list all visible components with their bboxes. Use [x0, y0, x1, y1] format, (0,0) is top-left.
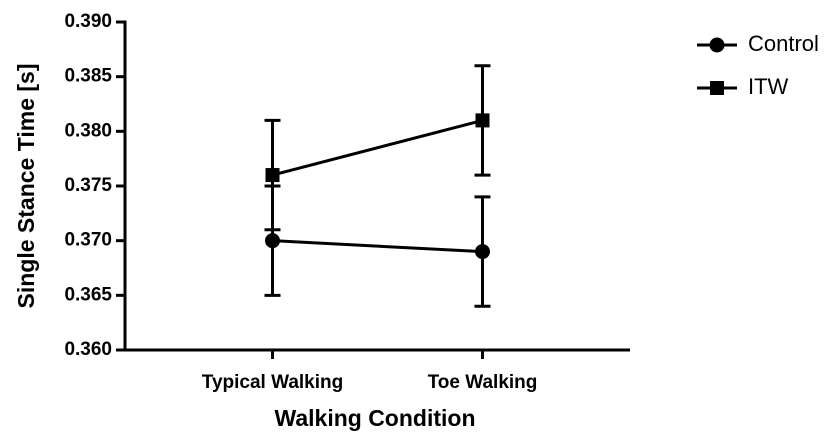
x-tick-label: Toe Walking — [428, 372, 538, 393]
y-tick-label: 0.375 — [64, 175, 112, 196]
y-tick-label: 0.370 — [64, 230, 112, 251]
y-axis-title: Single Stance Time [s] — [13, 64, 39, 309]
x-tick-label: Typical Walking — [202, 372, 343, 393]
y-tick-label: 0.365 — [64, 284, 112, 305]
y-tick-label: 0.380 — [64, 120, 112, 141]
legend-marker — [709, 37, 725, 53]
y-tick-label: 0.390 — [64, 11, 112, 32]
marker — [265, 168, 280, 183]
x-axis-title: Walking Condition — [274, 405, 475, 431]
marker — [475, 244, 490, 260]
y-tick-label: 0.360 — [64, 339, 112, 360]
legend-label: Control — [748, 31, 819, 56]
legend-label: ITW — [748, 74, 789, 99]
marker — [265, 233, 280, 249]
line — [272, 118, 483, 177]
legend-marker — [710, 81, 724, 95]
y-tick-label: 0.385 — [64, 66, 112, 87]
marker — [475, 113, 490, 128]
line — [272, 239, 483, 254]
